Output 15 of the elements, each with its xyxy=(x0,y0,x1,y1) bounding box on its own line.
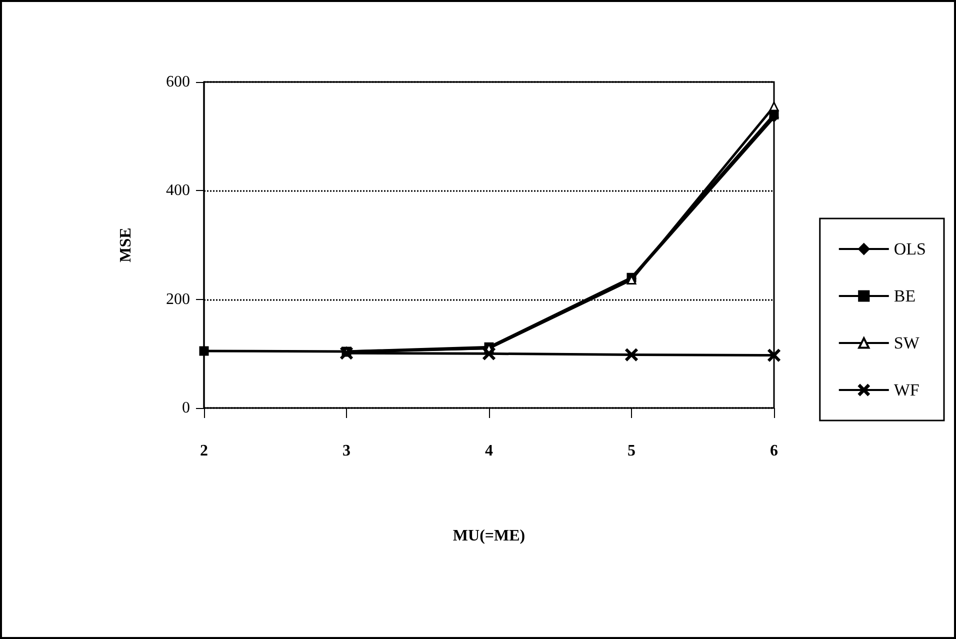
x-axis-title: MU(=ME) xyxy=(452,528,526,544)
x-tick-label: 4 xyxy=(485,442,493,460)
legend-label: BE xyxy=(894,286,916,306)
x-tick-label: 2 xyxy=(200,442,208,460)
legend-label: OLS xyxy=(894,240,926,258)
x-tick-label: 6 xyxy=(770,442,778,460)
x-tick-label: 5 xyxy=(628,442,636,460)
y-axis-title: MSE xyxy=(118,228,134,262)
y-tick-label: 200 xyxy=(166,290,190,308)
y-tick-label: 600 xyxy=(166,74,190,90)
legend-label: SW xyxy=(894,334,920,352)
y-tick-label: 400 xyxy=(166,182,190,200)
x-tick-label: 3 xyxy=(342,442,350,460)
legend-label: WF xyxy=(894,380,920,400)
y-tick-label: 0 xyxy=(182,400,190,416)
